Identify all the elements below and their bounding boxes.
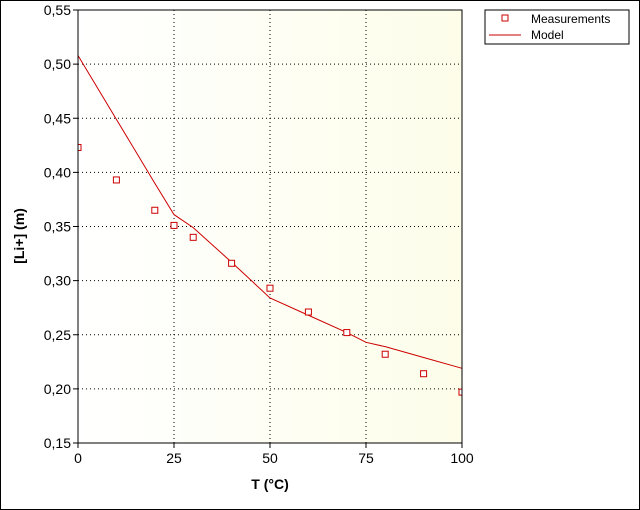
legend-label-measurements: Measurements bbox=[531, 12, 610, 26]
measurement-point bbox=[266, 284, 274, 292]
measurement-point bbox=[170, 221, 178, 229]
y-tick-label: 0,55 bbox=[44, 2, 71, 18]
x-tick-label: 0 bbox=[74, 450, 82, 466]
measurement-point bbox=[304, 308, 312, 316]
measurement-point bbox=[151, 206, 159, 214]
x-tick-label: 75 bbox=[358, 450, 374, 466]
measurement-point bbox=[78, 143, 82, 151]
y-tick-label: 0,40 bbox=[44, 164, 71, 180]
measurement-point bbox=[228, 259, 236, 267]
y-tick-label: 0,15 bbox=[44, 435, 71, 451]
measurement-point bbox=[458, 388, 462, 396]
measurement-points bbox=[78, 143, 462, 396]
y-tick-label: 0,20 bbox=[44, 381, 71, 397]
model-line bbox=[77, 55, 463, 369]
measurement-point bbox=[381, 350, 389, 358]
legend: Measurements Model bbox=[484, 9, 630, 45]
measurement-point bbox=[189, 233, 197, 241]
x-tick-label: 25 bbox=[166, 450, 182, 466]
legend-box bbox=[484, 9, 630, 45]
y-tick-label: 0,30 bbox=[44, 273, 71, 289]
y-axis-title: [Li+] (m) bbox=[11, 208, 27, 264]
x-tick-label: 100 bbox=[450, 450, 474, 466]
measurement-point bbox=[343, 329, 351, 337]
y-tick-label: 0,45 bbox=[44, 110, 71, 126]
x-axis-title: T (°C) bbox=[251, 476, 288, 492]
y-tick-label: 0,50 bbox=[44, 56, 71, 72]
legend-label-model: Model bbox=[531, 28, 564, 42]
y-tick-label: 0,25 bbox=[44, 327, 71, 343]
measurement-point bbox=[112, 176, 120, 184]
x-tick-label: 50 bbox=[262, 450, 278, 466]
measurement-point bbox=[420, 370, 428, 378]
y-tick-label: 0,35 bbox=[44, 219, 71, 235]
legend-square-marker-icon bbox=[501, 14, 509, 22]
